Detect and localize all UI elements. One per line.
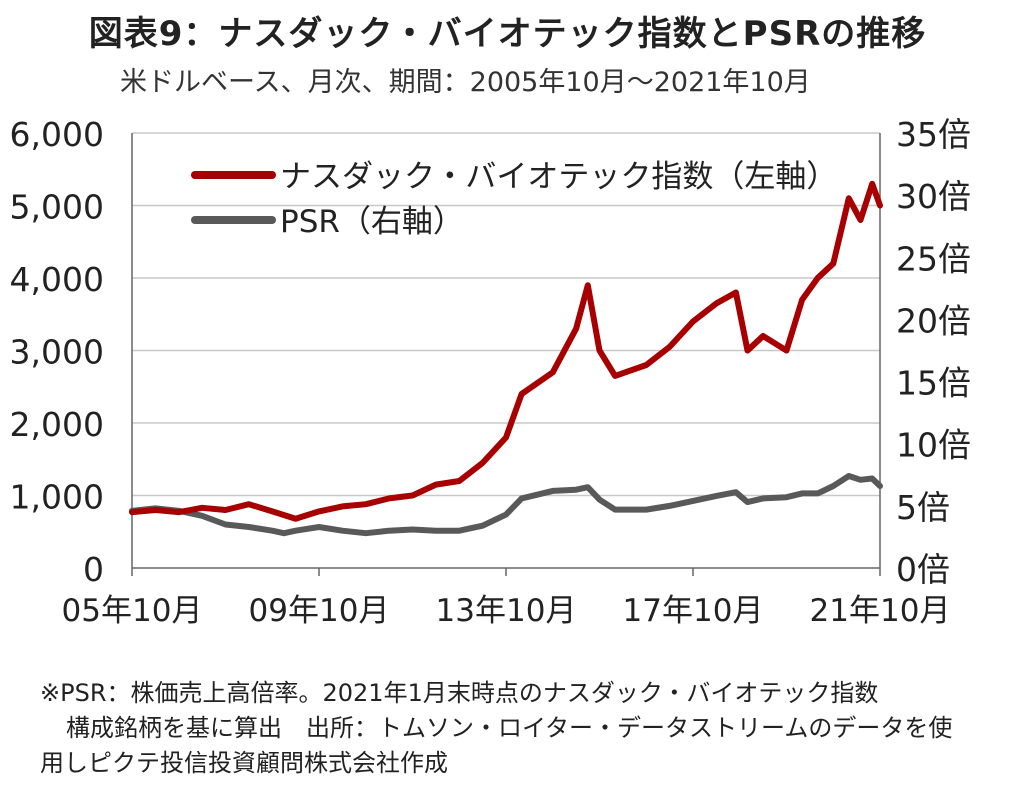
- footnote: ※PSR：株価売上高倍率。2021年1月末時点のナスダック・バイオテック指数 構…: [40, 676, 1000, 781]
- grid-lines: [132, 132, 880, 497]
- legend-label: PSR（右軸）: [280, 204, 464, 240]
- axes: 0 1,000 2,000 3,000 4,000 5,000 6,000 0倍 5倍 10倍 15…: [10, 115, 971, 629]
- y-right-tick-label: 35倍: [896, 115, 971, 154]
- footnote-line-3: 用しピクテ投信投資顧問株式会社作成: [40, 749, 448, 777]
- footnote-line-1: ※PSR：株価売上高倍率。2021年1月末時点のナスダック・バイオテック指数: [40, 679, 879, 707]
- y-left-tick-label: 6,000: [10, 115, 104, 154]
- y-right-tick-label: 0倍: [896, 550, 950, 589]
- y-left-tick-label: 3,000: [10, 333, 104, 372]
- y-right-tick-label: 10倍: [896, 426, 971, 465]
- y-right-tick-label: 30倍: [896, 177, 971, 216]
- psr-series-line: [129, 473, 883, 537]
- y-right-tick-label: 15倍: [896, 364, 971, 403]
- x-tick-label: 21年10月: [810, 593, 951, 629]
- y-left-tick-label: 0: [83, 550, 104, 589]
- y-left-tick-label: 5,000: [10, 188, 104, 227]
- chart: 0 1,000 2,000 3,000 4,000 5,000 6,000 0倍 5倍 10倍 15…: [10, 115, 971, 629]
- y-left-tick-label: 4,000: [10, 260, 104, 299]
- legend: ナスダック・バイオテック指数（左軸） PSR（右軸）: [191, 159, 837, 240]
- y-right-tick-label: 25倍: [896, 239, 971, 278]
- x-tick-label: 17年10月: [623, 593, 764, 629]
- chart-title: 図表9：ナスダック・バイオテック指数とPSRの推移: [88, 14, 927, 54]
- y-left-tick-label: 2,000: [10, 405, 104, 444]
- x-tick-label: 05年10月: [62, 593, 203, 629]
- x-tick-label: 13年10月: [436, 593, 577, 629]
- footnote-line-2: 構成銘柄を基に算出 出所：トムソン・ロイター・データストリームのデータを使: [66, 714, 953, 742]
- chart-subtitle: 米ドルベース、月次、期間：2005年10月～2021年10月: [120, 67, 811, 98]
- series-lines: [129, 180, 883, 537]
- y-right-tick-label: 20倍: [896, 301, 971, 340]
- x-tick-label: 09年10月: [249, 593, 390, 629]
- index-series-line: [129, 180, 883, 522]
- y-left-tick-label: 1,000: [10, 478, 104, 517]
- legend-label: ナスダック・バイオテック指数（左軸）: [280, 159, 837, 195]
- y-right-tick-label: 5倍: [896, 488, 950, 527]
